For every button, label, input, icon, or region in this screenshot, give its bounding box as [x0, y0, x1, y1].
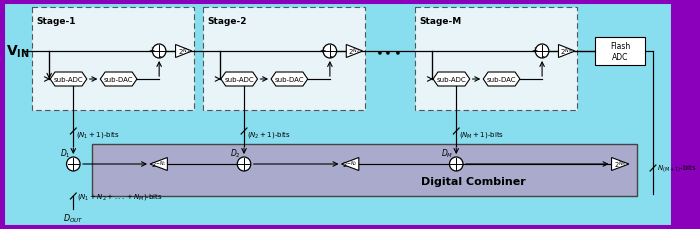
Polygon shape — [346, 45, 363, 58]
Text: $(N_1 + N_2 + ...+ N_M)$-bits: $(N_1 + N_2 + ...+ N_M)$-bits — [77, 191, 163, 201]
Bar — [32, 8, 194, 111]
Text: Flash
ADC: Flash ADC — [610, 42, 630, 61]
Text: -: - — [542, 52, 545, 61]
Text: +: + — [319, 45, 326, 54]
Text: Stage-2: Stage-2 — [207, 17, 247, 26]
Polygon shape — [221, 73, 258, 87]
Text: $D_M$: $D_M$ — [441, 146, 454, 159]
Text: $D_1$: $D_1$ — [60, 146, 71, 159]
Text: $(N_M+1)$-bits: $(N_M+1)$-bits — [459, 129, 504, 139]
Text: sub-DAC: sub-DAC — [104, 77, 134, 83]
Polygon shape — [433, 73, 470, 87]
Text: +: + — [531, 45, 538, 54]
Polygon shape — [483, 73, 520, 87]
Bar — [92, 144, 636, 196]
Text: sub-DAC: sub-DAC — [274, 77, 304, 83]
Text: -: - — [330, 52, 332, 61]
Text: sub-ADC: sub-ADC — [54, 77, 83, 83]
Circle shape — [66, 157, 80, 171]
Text: Digital Combiner: Digital Combiner — [421, 177, 526, 187]
Circle shape — [449, 157, 463, 171]
Circle shape — [153, 45, 166, 59]
Text: sub-DAC: sub-DAC — [486, 77, 517, 83]
Text: $2^{N_1}$: $2^{N_1}$ — [178, 46, 190, 57]
Text: sub-ADC: sub-ADC — [225, 77, 254, 83]
Text: Stage-M: Stage-M — [419, 17, 462, 26]
Bar — [595, 38, 645, 66]
Polygon shape — [342, 158, 359, 171]
Bar — [202, 8, 365, 111]
Bar — [415, 8, 577, 111]
Text: -: - — [159, 52, 162, 61]
Polygon shape — [176, 45, 192, 58]
Polygon shape — [271, 73, 308, 87]
Polygon shape — [559, 45, 575, 58]
Text: $2^{-N_1}$: $2^{-N_1}$ — [151, 159, 167, 170]
Text: $2^{N_M}$: $2^{N_M}$ — [614, 159, 626, 170]
Text: $2^{N_M}$: $2^{N_M}$ — [560, 46, 573, 57]
Circle shape — [237, 157, 251, 171]
Text: sub-ADC: sub-ADC — [437, 77, 466, 83]
Text: $(N_1+1)$-bits: $(N_1+1)$-bits — [76, 129, 120, 139]
Text: $(N_2+1)$-bits: $(N_2+1)$-bits — [247, 129, 291, 139]
Circle shape — [536, 45, 549, 59]
Text: $2^{-N_2}$: $2^{-N_2}$ — [342, 159, 358, 170]
Polygon shape — [150, 158, 167, 171]
Text: $D_2$: $D_2$ — [230, 146, 241, 159]
Text: Stage-1: Stage-1 — [36, 17, 76, 26]
Text: $2^{N_2}$: $2^{N_2}$ — [349, 46, 361, 57]
Circle shape — [323, 45, 337, 59]
Text: $N_{(M+1)}$-bits: $N_{(M+1)}$-bits — [657, 163, 696, 174]
Polygon shape — [100, 73, 137, 87]
Text: $\mathbf{V_{IN}}$: $\mathbf{V_{IN}}$ — [6, 44, 29, 60]
Text: $\bullet\!\bullet\!\bullet$: $\bullet\!\bullet\!\bullet$ — [375, 45, 402, 58]
Text: +: + — [148, 45, 155, 54]
Polygon shape — [50, 73, 87, 87]
Text: $D_{OUT}$: $D_{OUT}$ — [63, 212, 83, 224]
Polygon shape — [612, 158, 629, 171]
